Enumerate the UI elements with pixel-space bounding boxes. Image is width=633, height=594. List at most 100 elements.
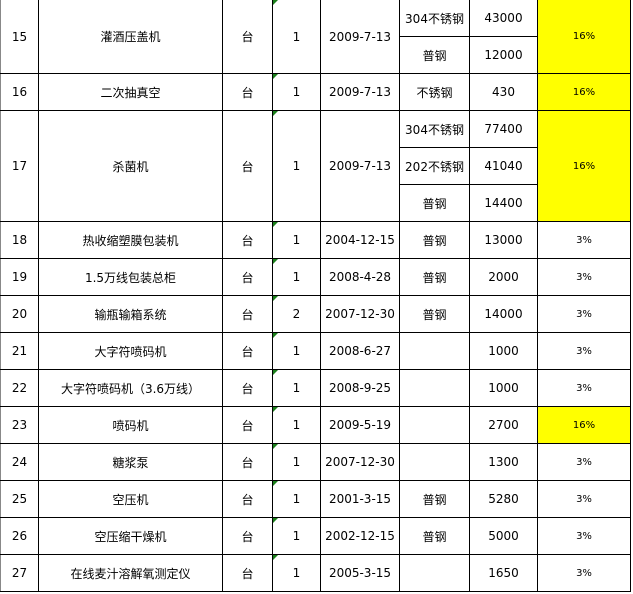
cell-value[interactable]: 5000 [469, 517, 538, 555]
cell-qty[interactable]: 1 [272, 221, 321, 259]
cell-value[interactable]: 1000 [469, 332, 538, 370]
cell-date[interactable]: 2008-4-28 [320, 258, 400, 296]
cell-no[interactable]: 27 [0, 554, 39, 592]
cell-material[interactable]: 普钢 [399, 36, 470, 74]
cell-material[interactable]: 304不锈钢 [399, 110, 470, 148]
cell-name[interactable]: 热收缩塑膜包装机 [38, 221, 223, 259]
cell-name[interactable]: 大字符喷码机 [38, 332, 223, 370]
cell-no[interactable]: 19 [0, 258, 39, 296]
cell-material[interactable] [399, 369, 470, 407]
cell-rate[interactable]: 3% [537, 295, 631, 333]
cell-value[interactable]: 13000 [469, 221, 538, 259]
cell-date[interactable]: 2005-3-15 [320, 554, 400, 592]
cell-rate[interactable]: 16% [537, 73, 631, 111]
cell-no[interactable]: 24 [0, 443, 39, 481]
cell-date[interactable]: 2009-7-13 [320, 73, 400, 111]
cell-name[interactable]: 在线麦汁溶解氧测定仪 [38, 554, 223, 592]
cell-value[interactable]: 43000 [469, 0, 538, 37]
cell-no[interactable]: 23 [0, 406, 39, 444]
cell-rate[interactable]: 16% [537, 406, 631, 444]
cell-unit[interactable]: 台 [222, 0, 273, 74]
cell-qty[interactable]: 1 [272, 73, 321, 111]
cell-value[interactable]: 5280 [469, 480, 538, 518]
cell-unit[interactable]: 台 [222, 73, 273, 111]
cell-name[interactable]: 输瓶输箱系统 [38, 295, 223, 333]
cell-no[interactable]: 18 [0, 221, 39, 259]
cell-unit[interactable]: 台 [222, 554, 273, 592]
cell-unit[interactable]: 台 [222, 332, 273, 370]
cell-qty[interactable]: 2 [272, 295, 321, 333]
cell-unit[interactable]: 台 [222, 221, 273, 259]
cell-date[interactable]: 2009-7-13 [320, 110, 400, 222]
cell-unit[interactable]: 台 [222, 110, 273, 222]
cell-rate[interactable]: 16% [537, 0, 631, 74]
cell-qty[interactable]: 1 [272, 517, 321, 555]
cell-name[interactable]: 空压机 [38, 480, 223, 518]
cell-qty[interactable]: 1 [272, 443, 321, 481]
cell-value[interactable]: 430 [469, 73, 538, 111]
cell-date[interactable]: 2004-12-15 [320, 221, 400, 259]
cell-name[interactable]: 1.5万线包装总柜 [38, 258, 223, 296]
cell-value[interactable]: 1000 [469, 369, 538, 407]
cell-rate[interactable]: 3% [537, 369, 631, 407]
cell-value[interactable]: 14000 [469, 295, 538, 333]
cell-rate[interactable]: 3% [537, 480, 631, 518]
cell-material[interactable]: 普钢 [399, 184, 470, 222]
cell-material[interactable]: 普钢 [399, 517, 470, 555]
cell-value[interactable]: 14400 [469, 184, 538, 222]
cell-qty[interactable]: 1 [272, 406, 321, 444]
cell-name[interactable]: 糖浆泵 [38, 443, 223, 481]
cell-qty[interactable]: 1 [272, 0, 321, 74]
cell-unit[interactable]: 台 [222, 295, 273, 333]
cell-unit[interactable]: 台 [222, 258, 273, 296]
cell-qty[interactable]: 1 [272, 480, 321, 518]
cell-material[interactable]: 普钢 [399, 480, 470, 518]
cell-date[interactable]: 2007-12-30 [320, 295, 400, 333]
cell-no[interactable]: 20 [0, 295, 39, 333]
cell-value[interactable]: 2000 [469, 258, 538, 296]
cell-qty[interactable]: 1 [272, 369, 321, 407]
cell-material[interactable]: 304不锈钢 [399, 0, 470, 37]
cell-material[interactable] [399, 406, 470, 444]
cell-date[interactable]: 2002-12-15 [320, 517, 400, 555]
cell-rate[interactable]: 3% [537, 258, 631, 296]
cell-rate[interactable]: 16% [537, 110, 631, 222]
cell-value[interactable]: 1650 [469, 554, 538, 592]
cell-name[interactable]: 大字符喷码机（3.6万线） [38, 369, 223, 407]
cell-material[interactable]: 普钢 [399, 221, 470, 259]
cell-rate[interactable]: 3% [537, 554, 631, 592]
cell-no[interactable]: 17 [0, 110, 39, 222]
cell-rate[interactable]: 3% [537, 221, 631, 259]
cell-no[interactable]: 16 [0, 73, 39, 111]
cell-material[interactable] [399, 443, 470, 481]
cell-material[interactable]: 普钢 [399, 295, 470, 333]
cell-material[interactable]: 202不锈钢 [399, 147, 470, 185]
cell-rate[interactable]: 3% [537, 332, 631, 370]
cell-date[interactable]: 2007-12-30 [320, 443, 400, 481]
cell-no[interactable]: 22 [0, 369, 39, 407]
cell-value[interactable]: 1300 [469, 443, 538, 481]
cell-no[interactable]: 15 [0, 0, 39, 74]
cell-unit[interactable]: 台 [222, 443, 273, 481]
cell-value[interactable]: 12000 [469, 36, 538, 74]
cell-value[interactable]: 41040 [469, 147, 538, 185]
cell-unit[interactable]: 台 [222, 369, 273, 407]
cell-rate[interactable]: 3% [537, 517, 631, 555]
cell-date[interactable]: 2001-3-15 [320, 480, 400, 518]
cell-material[interactable] [399, 332, 470, 370]
cell-material[interactable]: 普钢 [399, 258, 470, 296]
cell-qty[interactable]: 1 [272, 110, 321, 222]
cell-no[interactable]: 26 [0, 517, 39, 555]
cell-qty[interactable]: 1 [272, 554, 321, 592]
cell-rate[interactable]: 3% [537, 443, 631, 481]
cell-name[interactable]: 空压缩干燥机 [38, 517, 223, 555]
cell-name[interactable]: 灌酒压盖机 [38, 0, 223, 74]
cell-name[interactable]: 杀菌机 [38, 110, 223, 222]
cell-no[interactable]: 25 [0, 480, 39, 518]
cell-unit[interactable]: 台 [222, 480, 273, 518]
cell-material[interactable]: 不锈钢 [399, 73, 470, 111]
cell-date[interactable]: 2009-7-13 [320, 0, 400, 74]
cell-date[interactable]: 2008-6-27 [320, 332, 400, 370]
cell-name[interactable]: 二次抽真空 [38, 73, 223, 111]
cell-qty[interactable]: 1 [272, 258, 321, 296]
